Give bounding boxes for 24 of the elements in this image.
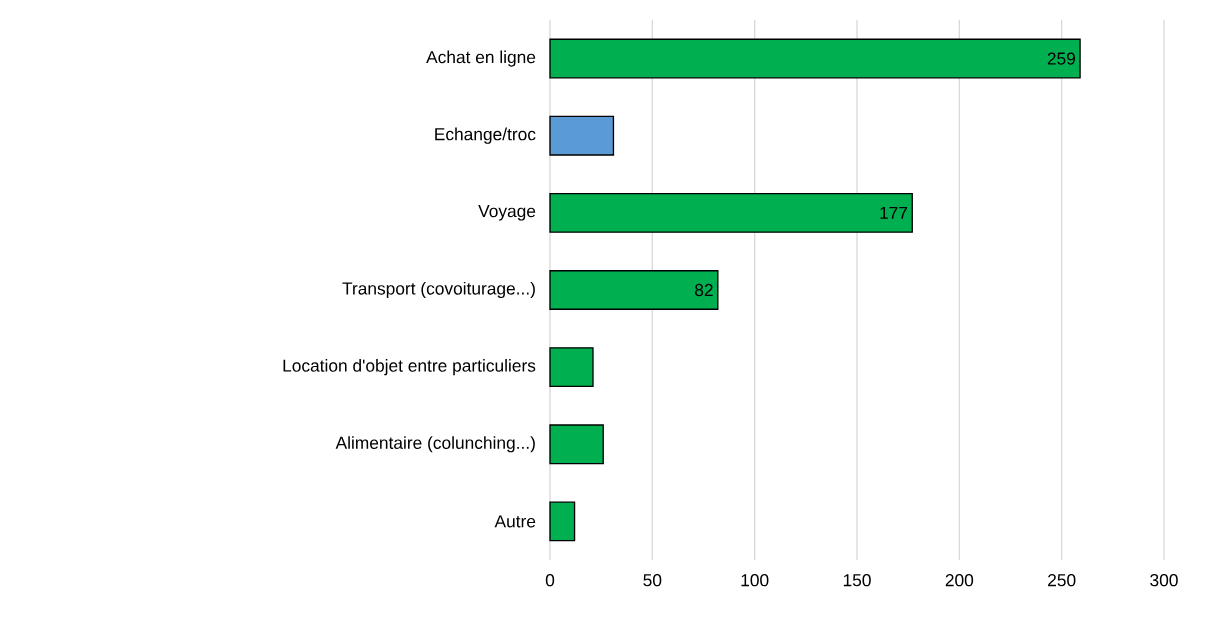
bar — [549, 501, 576, 542]
data-label: 82 — [695, 283, 713, 297]
y-tick-label: Echange/troc — [435, 127, 536, 144]
bar — [549, 115, 615, 156]
bar — [549, 424, 604, 465]
x-tick-label: 100 — [741, 574, 769, 587]
data-label: 177 — [880, 206, 908, 219]
bar — [549, 38, 1081, 79]
data-label: 259 — [1047, 52, 1075, 65]
x-tick-label: 50 — [643, 574, 662, 587]
x-tick-label: 300 — [1150, 574, 1178, 587]
bar — [549, 347, 594, 388]
y-tick-label: Autre — [494, 515, 536, 528]
y-tick-label: Achat en ligne — [426, 50, 536, 67]
y-tick-label: Voyage — [478, 205, 536, 221]
y-tick-label: Transport (covoiturage...) — [342, 281, 535, 299]
y-tick-label: Alimentaire (colunching...) — [335, 436, 535, 453]
bar — [549, 270, 719, 310]
x-tick-label: 150 — [843, 574, 871, 587]
y-tick-label: Location d'objet entre particuliers — [283, 359, 536, 376]
x-tick-label: 250 — [1048, 574, 1076, 587]
x-tick-label: 200 — [945, 574, 974, 587]
x-tick-label: 0 — [545, 574, 555, 587]
bar — [549, 192, 913, 233]
